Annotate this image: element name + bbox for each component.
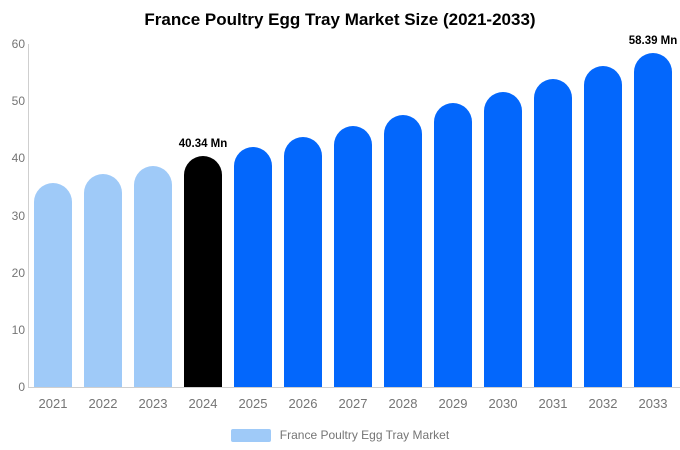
bar-2022 <box>84 174 122 387</box>
x-axis-tick-label: 2026 <box>288 396 318 411</box>
bar-2033 <box>634 53 672 387</box>
value-label-2024: 40.34 Mn <box>178 138 228 151</box>
bar-2030 <box>484 92 522 387</box>
y-axis-tick-label: 20 <box>11 265 25 280</box>
x-axis-tick-label: 2022 <box>88 396 118 411</box>
plot-area: 0 10 20 30 40 50 60 2021 2022 2023 2024 40.34 Mn 202… <box>12 35 680 411</box>
bar-2029 <box>434 103 472 387</box>
y-axis-tick-label: 0 <box>18 380 25 394</box>
legend-swatch <box>230 428 271 442</box>
bar-2023 <box>134 165 172 387</box>
bar-2025 <box>234 146 272 387</box>
x-axis-tick-label: 2033 <box>638 396 668 411</box>
y-axis-tick-label: 60 <box>11 37 25 51</box>
x-axis-tick-label: 2029 <box>438 396 468 411</box>
x-axis-tick-label: 2024 <box>188 396 218 411</box>
y-axis-tick-label: 10 <box>11 322 25 337</box>
x-axis-tick-label: 2030 <box>488 396 518 411</box>
bar-2027 <box>334 126 372 387</box>
chart-title: France Poultry Egg Tray Market Size (202… <box>144 10 536 29</box>
legend: France Poultry Egg Tray Market <box>0 428 680 442</box>
x-axis-tick-label: 2032 <box>588 396 618 411</box>
x-axis-tick-label: 2021 <box>38 396 68 411</box>
bar-2031 <box>534 79 572 387</box>
y-axis-tick-label: 50 <box>11 94 25 109</box>
value-label-2033: 58.39 Mn <box>628 35 678 48</box>
x-axis-tick-label: 2031 <box>538 396 568 411</box>
x-axis-tick-label: 2025 <box>238 396 268 411</box>
legend-label: France Poultry Egg Tray Market <box>279 428 450 442</box>
bar-2032 <box>584 66 622 387</box>
x-axis-tick-label: 2028 <box>388 396 418 411</box>
y-axis-tick-label: 40 <box>11 151 25 166</box>
bar-2028 <box>384 114 422 387</box>
bar-2021 <box>34 182 72 387</box>
x-axis-tick-label: 2027 <box>338 396 368 411</box>
x-axis-tick-label: 2023 <box>138 396 168 411</box>
bar-2026 <box>284 136 322 387</box>
y-axis-tick-label: 30 <box>11 208 25 223</box>
bar-2024 <box>184 156 222 387</box>
